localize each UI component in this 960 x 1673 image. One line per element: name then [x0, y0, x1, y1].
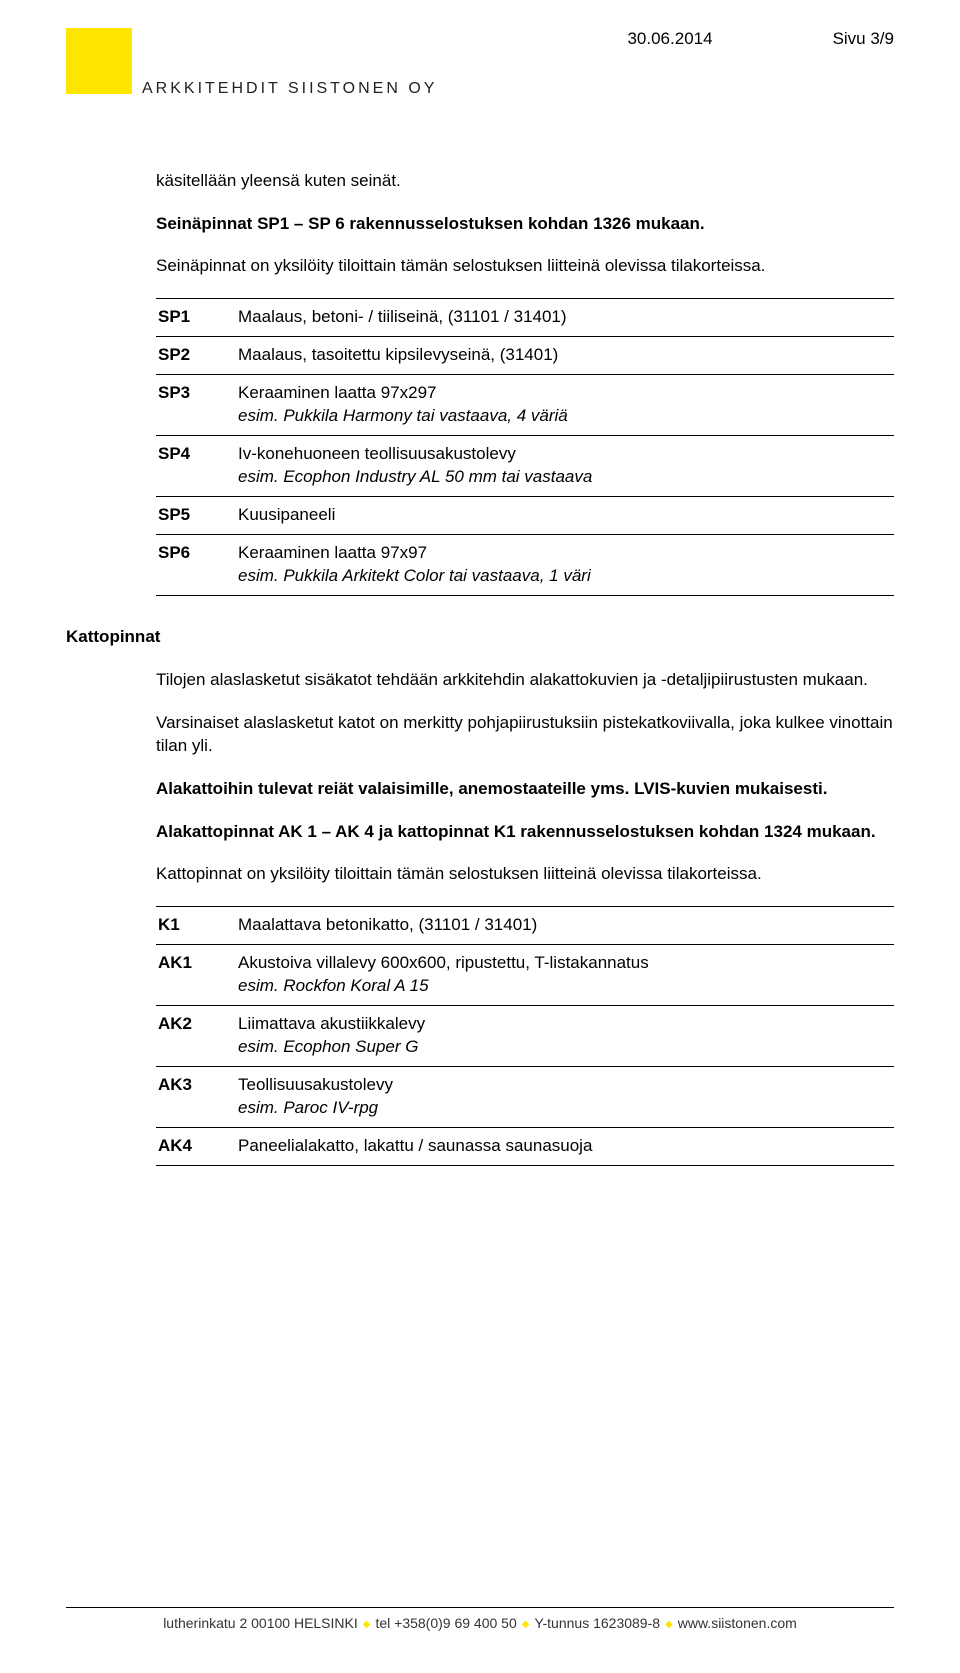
doc-page: Sivu 3/9: [833, 28, 894, 51]
spec-empty: [824, 1067, 894, 1128]
logo-square: [66, 28, 132, 94]
table-row: SP1Maalaus, betoni- / tiiliseinä, (31101…: [156, 299, 894, 337]
footer-tel: tel +358(0)9 69 400 50: [375, 1615, 516, 1631]
table-row: AK3Teollisuusakustolevyesim. Paroc IV-rp…: [156, 1067, 894, 1128]
spec-desc: Paneelialakatto, lakattu / saunassa saun…: [236, 1127, 824, 1165]
spec-empty: [824, 945, 894, 1006]
intro-p3: Seinäpinnat on yksilöity tiloittain tämä…: [156, 255, 894, 278]
spec-empty: [824, 375, 894, 436]
spec-note: esim. Pukkila Arkitekt Color tai vastaav…: [238, 566, 591, 585]
intro-p2: Seinäpinnat SP1 – SP 6 rakennusselostuks…: [156, 213, 894, 236]
spec-code: AK4: [156, 1127, 236, 1165]
spec-empty: [824, 299, 894, 337]
footer-url: www.siistonen.com: [678, 1615, 797, 1631]
spec-empty: [824, 497, 894, 535]
spec-note: esim. Pukkila Harmony tai vastaava, 4 vä…: [238, 406, 568, 425]
company-name: ARKKITEHDIT SIISTONEN OY: [142, 78, 437, 100]
spec-desc: Iv-konehuoneen teollisuusakustolevyesim.…: [236, 436, 824, 497]
spec-code: SP3: [156, 375, 236, 436]
spec-note: esim. Rockfon Koral A 15: [238, 976, 429, 995]
table-row: AK2Liimattava akustiikkalevyesim. Ecopho…: [156, 1006, 894, 1067]
spec-code: SP2: [156, 337, 236, 375]
spec-desc: Maalattava betonikatto, (31101 / 31401): [236, 907, 824, 945]
table-row: SP4Iv-konehuoneen teollisuusakustolevyes…: [156, 436, 894, 497]
spec-desc: Teollisuusakustolevyesim. Paroc IV-rpg: [236, 1067, 824, 1128]
footer-vat: Y-tunnus 1623089-8: [534, 1615, 660, 1631]
footer: lutherinkatu 2 00100 HELSINKI tel +358(0)…: [66, 1607, 894, 1633]
header-meta: 30.06.2014 Sivu 3/9: [627, 28, 894, 51]
sec2-p1: Tilojen alaslasketut sisäkatot tehdään a…: [156, 669, 894, 692]
spec-desc: Keraaminen laatta 97x297esim. Pukkila Ha…: [236, 375, 824, 436]
spec-empty: [824, 436, 894, 497]
spec-note: esim. Ecophon Industry AL 50 mm tai vast…: [238, 467, 592, 486]
spec-note: esim. Paroc IV-rpg: [238, 1098, 378, 1117]
spec-desc: Keraaminen laatta 97x97esim. Pukkila Ark…: [236, 534, 824, 595]
spec-code: SP1: [156, 299, 236, 337]
spec-desc: Kuusipaneeli: [236, 497, 824, 535]
spec-code: SP6: [156, 534, 236, 595]
spec-empty: [824, 534, 894, 595]
table-row: SP5Kuusipaneeli: [156, 497, 894, 535]
divider-icon: [660, 1615, 678, 1631]
sec2-p5: Kattopinnat on yksilöity tiloittain tämä…: [156, 863, 894, 886]
spec-code: SP5: [156, 497, 236, 535]
spec-empty: [824, 1127, 894, 1165]
intro-p1: käsitellään yleensä kuten seinät.: [156, 170, 894, 193]
spec-empty: [824, 907, 894, 945]
spec-code: K1: [156, 907, 236, 945]
table-row: AK1Akustoiva villalevy 600x600, ripustet…: [156, 945, 894, 1006]
spec-desc: Maalaus, betoni- / tiiliseinä, (31101 / …: [236, 299, 824, 337]
content: käsitellään yleensä kuten seinät. Seinäp…: [156, 170, 894, 1166]
spec-empty: [824, 1006, 894, 1067]
divider-icon: [358, 1615, 376, 1631]
table-row: SP6Keraaminen laatta 97x97esim. Pukkila …: [156, 534, 894, 595]
spec-code: AK1: [156, 945, 236, 1006]
spec-desc: Akustoiva villalevy 600x600, ripustettu,…: [236, 945, 824, 1006]
section-label-kattopinnat: Kattopinnat: [66, 626, 894, 649]
sec2-p3: Alakattoihin tulevat reiät valaisimille,…: [156, 778, 894, 801]
table-row: K1Maalattava betonikatto, (31101 / 31401…: [156, 907, 894, 945]
table-ak: K1Maalattava betonikatto, (31101 / 31401…: [156, 906, 894, 1166]
page: 30.06.2014 Sivu 3/9 ARKKITEHDIT SIISTONE…: [0, 0, 960, 1673]
table-row: AK4Paneelialakatto, lakattu / saunassa s…: [156, 1127, 894, 1165]
spec-code: AK2: [156, 1006, 236, 1067]
doc-date: 30.06.2014: [627, 28, 712, 51]
table-sp: SP1Maalaus, betoni- / tiiliseinä, (31101…: [156, 298, 894, 595]
sec2-p4: Alakattopinnat AK 1 – AK 4 ja kattopinna…: [156, 821, 894, 844]
spec-note: esim. Ecophon Super G: [238, 1037, 418, 1056]
sec2-p2: Varsinaiset alaslasketut katot on merkit…: [156, 712, 894, 758]
spec-desc: Liimattava akustiikkalevyesim. Ecophon S…: [236, 1006, 824, 1067]
spec-empty: [824, 337, 894, 375]
table-row: SP2Maalaus, tasoitettu kipsilevyseinä, (…: [156, 337, 894, 375]
footer-address: lutherinkatu 2 00100 HELSINKI: [163, 1615, 358, 1631]
spec-desc: Maalaus, tasoitettu kipsilevyseinä, (314…: [236, 337, 824, 375]
divider-icon: [517, 1615, 535, 1631]
spec-code: SP4: [156, 436, 236, 497]
spec-code: AK3: [156, 1067, 236, 1128]
table-row: SP3Keraaminen laatta 97x297esim. Pukkila…: [156, 375, 894, 436]
